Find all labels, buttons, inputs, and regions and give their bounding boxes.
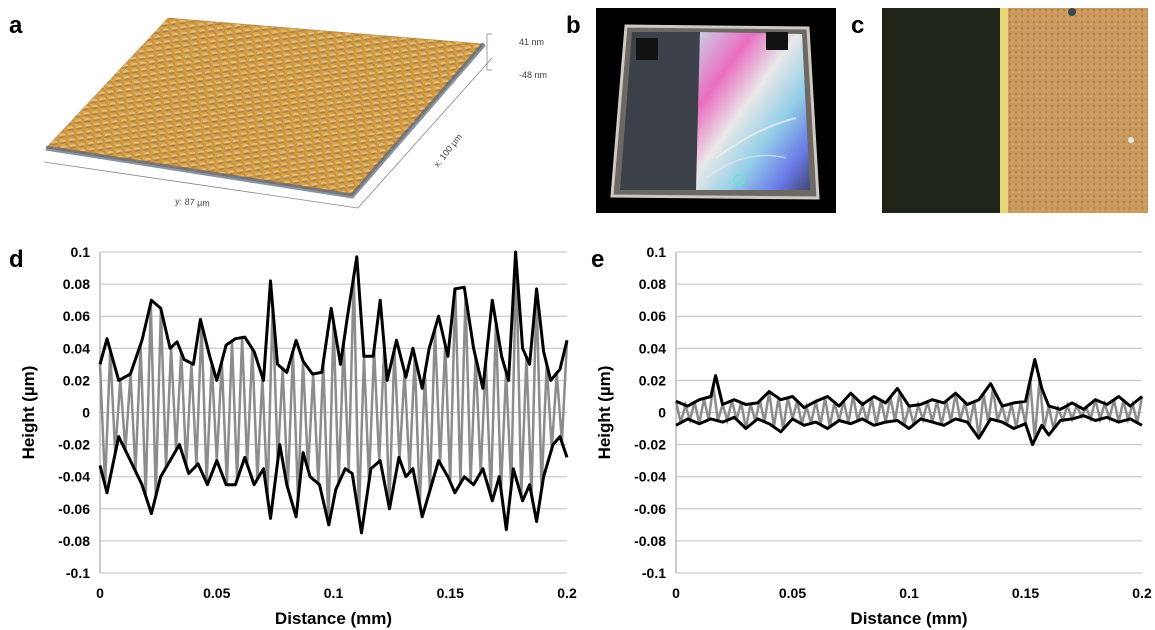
y-tick-label: -0.1 xyxy=(66,565,90,581)
x-tick-label: 0.15 xyxy=(1012,585,1039,601)
y-axis-title: Height (µm) xyxy=(20,366,38,460)
y-tick-label: 0.1 xyxy=(647,244,667,260)
x-tick-label: 0.2 xyxy=(1132,585,1152,601)
y-tick-label: -0.02 xyxy=(634,437,666,453)
afm-surface-image: 41 nm -48 nm y: 87 µm x: 100 µm xyxy=(40,8,560,223)
y-axis-title: Height (µm) xyxy=(596,366,614,460)
y-tick-label: -0.06 xyxy=(634,501,666,517)
y-tick-label: 0.04 xyxy=(639,340,666,356)
panel-letter-a: a xyxy=(9,12,22,40)
y-tick-label: 0.02 xyxy=(639,372,666,388)
panel-letter-c: c xyxy=(851,12,864,40)
y-tick-label: 0 xyxy=(658,405,666,421)
afm-surface xyxy=(46,18,484,196)
x-tick-label: 0.15 xyxy=(437,585,464,601)
y-tick-label: -0.06 xyxy=(58,501,90,517)
x-tick-label: 0.05 xyxy=(203,585,230,601)
afm-x-axis-label: x: 100 µm xyxy=(432,132,464,169)
lower-envelope-line xyxy=(676,416,1142,445)
height-trace xyxy=(676,379,1142,440)
x-axis-title: Distance (mm) xyxy=(275,609,392,628)
afm-z-min-label: -48 nm xyxy=(519,70,547,80)
height-profile-chart-d: 0.1 0.08 0.06 0.04 0.02 0 -0.02 -0.04 -0.06 -0.08… xyxy=(20,240,580,630)
y-tick-label: 0.04 xyxy=(63,340,90,356)
x-tick-label: 0 xyxy=(672,585,680,601)
x-axis-title: Distance (mm) xyxy=(850,609,967,628)
y-tick-label: -0.08 xyxy=(58,533,90,549)
y-tick-label: 0.08 xyxy=(63,276,90,292)
edge-micrograph xyxy=(882,8,1148,213)
micrograph-dark-region xyxy=(882,8,1002,213)
micrograph-coated-region xyxy=(1008,8,1148,213)
x-tick-label: 0.1 xyxy=(899,585,919,601)
y-tick-label: -0.02 xyxy=(58,437,90,453)
y-tick-label: -0.04 xyxy=(634,469,666,485)
x-tick-label: 0 xyxy=(96,585,104,601)
panel-letter-b: b xyxy=(566,12,581,40)
substrate-mark-right xyxy=(766,32,788,50)
substrate-coated-region xyxy=(696,32,810,190)
y-tick-label: -0.1 xyxy=(642,565,666,581)
substrate-mark-left xyxy=(636,38,658,60)
x-tick-label: 0.05 xyxy=(779,585,806,601)
y-tick-label: 0.06 xyxy=(63,308,90,324)
y-tick-label: 0 xyxy=(82,405,90,421)
upper-envelope-line xyxy=(676,360,1142,410)
afm-y-axis-label: y: 87 µm xyxy=(175,196,210,208)
y-tick-label: -0.08 xyxy=(634,533,666,549)
micrograph-edge xyxy=(1000,8,1008,213)
y-tick-label: -0.04 xyxy=(58,469,90,485)
y-tick-label: 0.08 xyxy=(639,276,666,292)
x-tick-label: 0.1 xyxy=(324,585,344,601)
y-tick-label: 0.06 xyxy=(639,308,666,324)
substrate-photo xyxy=(596,8,836,213)
x-tick-label: 0.2 xyxy=(557,585,577,601)
substrate-uncoated-region xyxy=(620,32,700,190)
y-tick-label: 0.1 xyxy=(71,244,91,260)
lower-envelope-line xyxy=(100,437,567,533)
afm-z-max-label: 41 nm xyxy=(519,37,544,47)
y-tick-label: 0.02 xyxy=(63,372,90,388)
height-profile-chart-e: 0.1 0.08 0.06 0.04 0.02 0 -0.02 -0.04 -0.06 -0.08… xyxy=(596,240,1155,630)
